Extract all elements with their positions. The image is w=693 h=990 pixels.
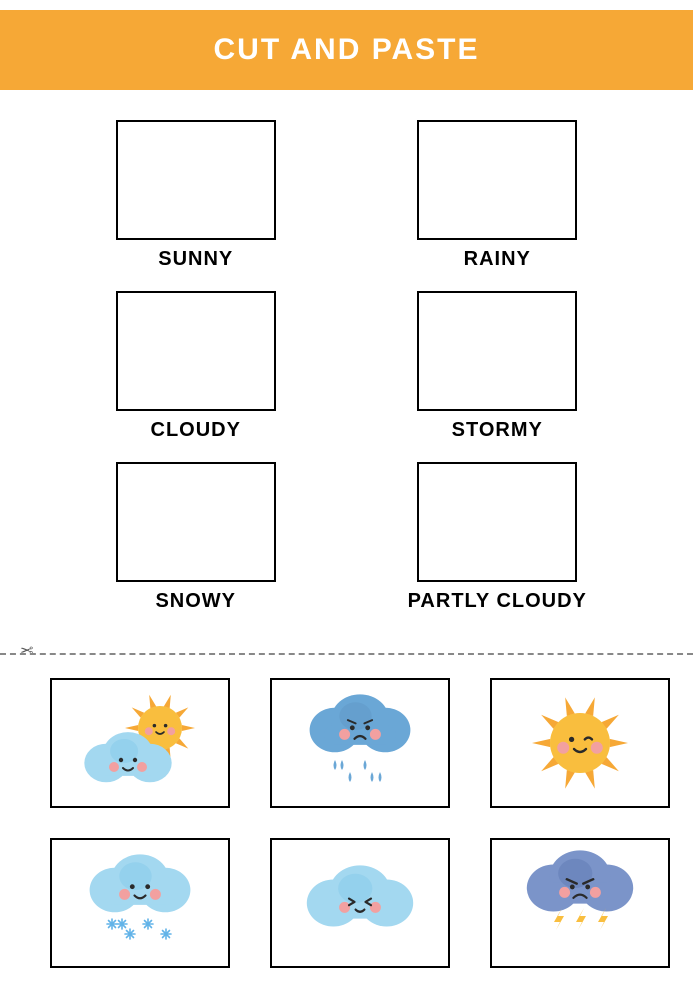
slot-label: CLOUDY — [151, 419, 241, 442]
sunny-card — [490, 678, 670, 808]
slot-box — [417, 291, 577, 411]
slot-cloudy: CLOUDY — [100, 291, 292, 442]
slot-box — [116, 291, 276, 411]
cards-grid — [0, 663, 693, 968]
scissors-icon: ✂ — [18, 641, 35, 661]
slots-grid: SUNNY RAINY CLOUDY STORMY SNOWY PARTLY C… — [0, 90, 693, 633]
partly-cloudy-card — [50, 678, 230, 808]
slot-box — [116, 462, 276, 582]
cut-line: ✂ — [0, 643, 693, 663]
slot-label: SUNNY — [158, 248, 233, 271]
slot-rainy: RAINY — [402, 120, 594, 271]
slot-label: SNOWY — [155, 590, 236, 613]
header-band: CUT AND PASTE — [0, 10, 693, 90]
slot-box — [417, 120, 577, 240]
rainy-card — [270, 678, 450, 808]
slot-box — [116, 120, 276, 240]
slot-partly-cloudy: PARTLY CLOUDY — [402, 462, 594, 613]
page-title: CUT AND PASTE — [214, 33, 480, 67]
slot-sunny: SUNNY — [100, 120, 292, 271]
cloudy-card — [270, 838, 450, 968]
slot-label: RAINY — [464, 248, 531, 271]
snowy-card — [50, 838, 230, 968]
slot-box — [417, 462, 577, 582]
slot-label: PARTLY CLOUDY — [408, 590, 587, 613]
slot-snowy: SNOWY — [100, 462, 292, 613]
slot-label: STORMY — [452, 419, 543, 442]
slot-stormy: STORMY — [402, 291, 594, 442]
stormy-card — [490, 838, 670, 968]
